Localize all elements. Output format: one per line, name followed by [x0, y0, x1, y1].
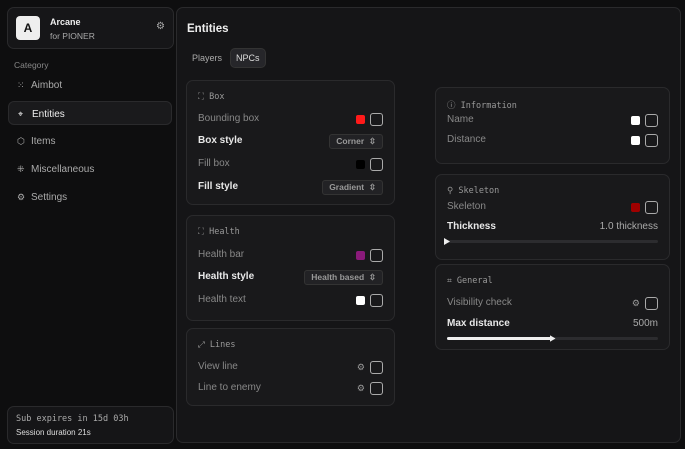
- health-header: ⛶ Health: [198, 227, 240, 237]
- page-title: Entities: [187, 23, 229, 35]
- line-to-enemy-row: Line to enemy ⚙: [198, 379, 383, 397]
- skeleton-checkbox[interactable]: [645, 200, 658, 214]
- logo: A: [16, 16, 40, 40]
- fill-style-select[interactable]: Gradient ⇳: [322, 179, 383, 195]
- max-distance-value: 500m: [632, 318, 658, 329]
- sidebar-item-miscellaneous[interactable]: ⁜ Miscellaneous: [8, 157, 172, 181]
- sidebar-item-entities[interactable]: ⌖ Entities: [8, 101, 172, 125]
- health-style-row: Health style Health based ⇳: [198, 268, 383, 286]
- thickness-row: Thickness 1.0 thickness: [447, 218, 658, 236]
- color-swatch[interactable]: [631, 202, 640, 212]
- box-header: ⛶ Box: [198, 92, 225, 102]
- distance-checkbox[interactable]: [645, 133, 658, 147]
- sidebar-item-label: Entities: [32, 109, 65, 120]
- thickness-value: 1.0 thickness: [599, 221, 658, 232]
- sub-expiry: Sub expires in 15d 03h: [16, 414, 129, 424]
- visibility-check-checkbox[interactable]: [645, 296, 658, 310]
- color-swatch[interactable]: [356, 114, 365, 124]
- brand-name: Arcane: [50, 17, 81, 27]
- max-distance-row: Max distance 500m: [447, 315, 658, 333]
- color-swatch[interactable]: [356, 159, 365, 169]
- health-card: ⛶ Health Health bar Health style Health b…: [186, 215, 395, 321]
- health-text-row: Health text: [198, 291, 383, 309]
- view-line-row: View line ⚙: [198, 358, 383, 376]
- sidebar-item-items[interactable]: ⬡ Items: [8, 129, 172, 153]
- distance-row: Distance: [447, 131, 658, 149]
- sidebar-item-label: Aimbot: [31, 80, 63, 91]
- visibility-check-row: Visibility check ⚙: [447, 294, 658, 312]
- tab-bar: Players NPCs: [187, 48, 266, 68]
- gear-icon: ⚙: [17, 192, 26, 202]
- grid-icon: ⁜: [17, 164, 25, 174]
- gear-icon[interactable]: ⚙: [631, 298, 640, 308]
- slider-thumb[interactable]: [444, 238, 450, 245]
- sidebar: A Arcane for PIONER ⚙ Category ⁙ Aimbot ⌖…: [4, 4, 174, 445]
- fill-box-row: Fill box: [198, 155, 383, 173]
- crosshair-icon: ⁙: [17, 80, 25, 90]
- box-style-select[interactable]: Corner ⇳: [329, 133, 383, 149]
- cube-icon: ⬡: [17, 136, 25, 146]
- information-card: ⓘ Information Name Distance: [435, 87, 670, 164]
- sidebar-item-settings[interactable]: ⚙ Settings: [8, 185, 172, 209]
- health-style-select[interactable]: Health based ⇳: [304, 269, 383, 285]
- color-swatch[interactable]: [356, 295, 365, 305]
- tab-players[interactable]: Players: [192, 53, 223, 63]
- color-swatch[interactable]: [631, 115, 640, 125]
- target-icon: ⌖: [18, 109, 24, 119]
- view-line-checkbox[interactable]: [370, 360, 383, 374]
- box-card: ⛶ Box Bounding box Box style Corner ⇳ Fil…: [186, 80, 395, 205]
- general-header: ⌗ General: [447, 276, 493, 286]
- sidebar-item-label: Settings: [31, 192, 68, 203]
- thickness-slider[interactable]: [444, 238, 658, 245]
- sidebar-item-label: Items: [31, 136, 56, 147]
- fill-style-row: Fill style Gradient ⇳: [198, 178, 383, 196]
- skeleton-row: Skeleton: [447, 198, 658, 216]
- color-swatch[interactable]: [631, 135, 640, 145]
- sidebar-item-label: Miscellaneous: [31, 164, 95, 175]
- skeleton-header: ⚲ Skeleton: [447, 186, 500, 196]
- color-swatch[interactable]: [356, 250, 365, 260]
- main-panel: Entities Players NPCs ⛶ Box Bounding box…: [176, 7, 681, 443]
- bounding-box-checkbox[interactable]: [370, 112, 383, 126]
- name-row: Name: [447, 111, 658, 129]
- brand-card: A Arcane for PIONER ⚙: [7, 7, 174, 49]
- tab-npcs[interactable]: NPCs: [230, 48, 266, 68]
- health-bar-checkbox[interactable]: [370, 248, 383, 262]
- gear-icon[interactable]: ⚙: [356, 383, 365, 393]
- lines-card: ⤢ Lines View line ⚙ Line to enemy ⚙: [186, 328, 395, 406]
- health-bar-row: Health bar: [198, 246, 383, 264]
- fill-box-checkbox[interactable]: [370, 157, 383, 171]
- box-style-row: Box style Corner ⇳: [198, 132, 383, 150]
- max-distance-slider[interactable]: [447, 335, 658, 342]
- general-card: ⌗ General Visibility check ⚙ Max distance…: [435, 264, 670, 350]
- sidebar-item-aimbot[interactable]: ⁙ Aimbot: [8, 73, 172, 97]
- category-label: Category: [14, 60, 49, 70]
- slider-thumb[interactable]: [549, 335, 556, 342]
- lines-header: ⤢ Lines: [198, 340, 236, 350]
- gear-icon[interactable]: ⚙: [356, 362, 365, 372]
- health-text-checkbox[interactable]: [370, 293, 383, 307]
- information-header: ⓘ Information: [447, 101, 517, 111]
- brand-subtitle: for PIONER: [50, 31, 95, 41]
- subscription-info: Sub expires in 15d 03h Session duration …: [7, 406, 174, 444]
- gear-icon[interactable]: ⚙: [156, 21, 165, 32]
- session-duration: Session duration 21s: [16, 428, 91, 437]
- line-to-enemy-checkbox[interactable]: [370, 381, 383, 395]
- bounding-box-row: Bounding box: [198, 110, 383, 128]
- name-checkbox[interactable]: [645, 113, 658, 127]
- skeleton-card: ⚲ Skeleton Skeleton Thickness 1.0 thickne…: [435, 174, 670, 260]
